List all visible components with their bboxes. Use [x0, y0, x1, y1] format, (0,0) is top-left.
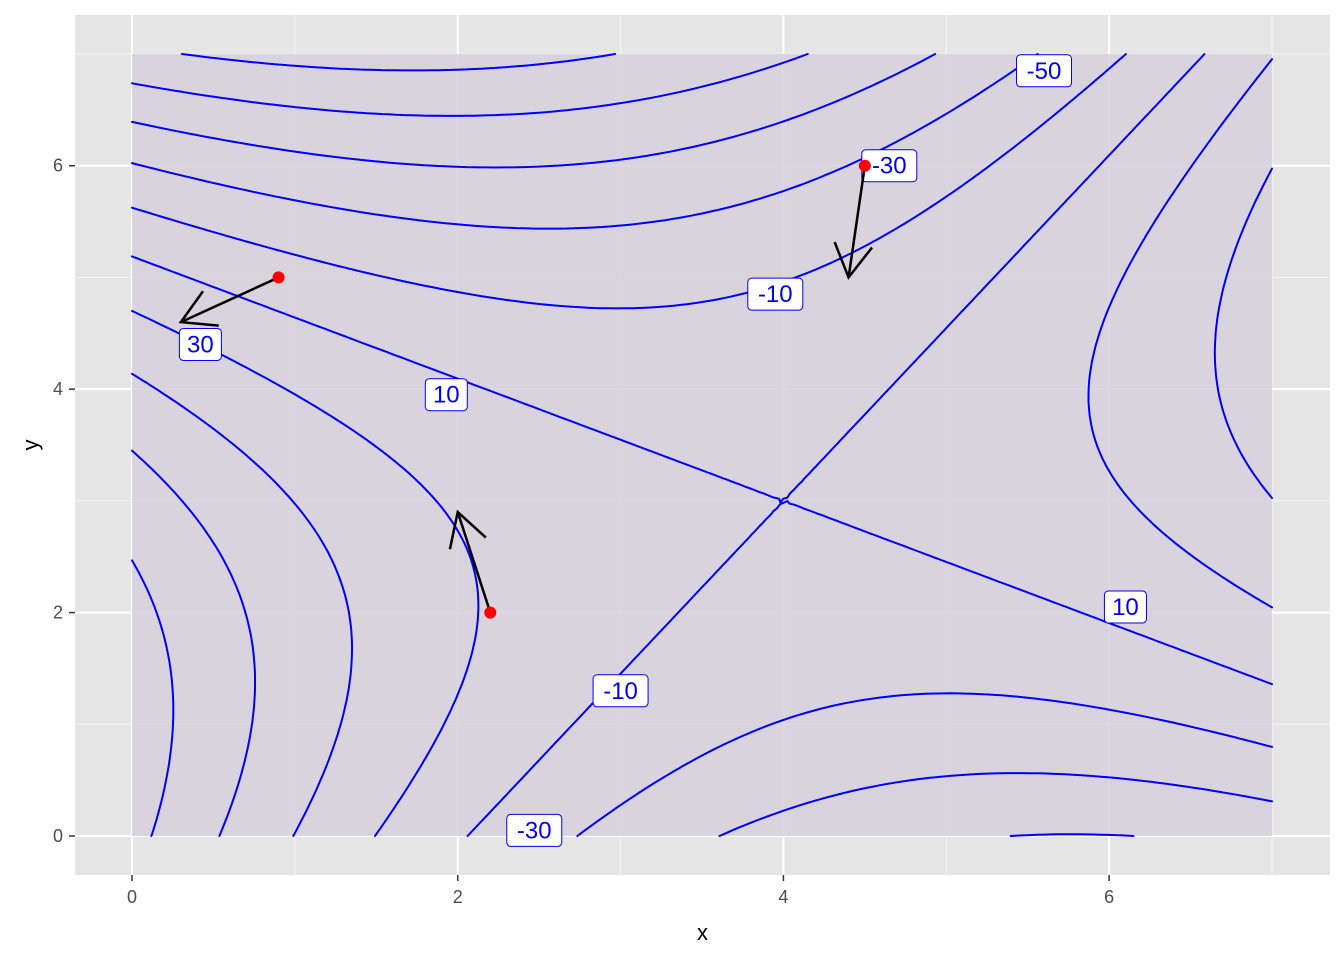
arrow-shaft — [456, 511, 492, 613]
data-point — [484, 606, 497, 619]
y-tick-label: 6 — [53, 156, 63, 176]
contour-label-box — [424, 378, 468, 412]
x-tick-label: 2 — [453, 887, 463, 907]
y-tick-label: 4 — [53, 379, 63, 399]
contour-label-text: 30 — [187, 331, 214, 358]
arrow-shaft — [847, 165, 867, 278]
y-axis-title: y — [18, 440, 43, 451]
contour-label: 10 — [1103, 590, 1147, 624]
contour-label: -30 — [506, 813, 563, 847]
arrow-head — [448, 509, 487, 550]
contour-label-text: 10 — [1112, 594, 1139, 621]
gradient-arrow — [448, 509, 492, 613]
x-axis-title: x — [697, 920, 708, 945]
contour-label: -50 — [1016, 54, 1072, 88]
contour-line — [131, 53, 1273, 837]
y-tick-label: 2 — [53, 603, 63, 623]
contour-label-text: -50 — [1027, 58, 1062, 85]
contour-label-box — [506, 813, 563, 847]
contour-label-box — [178, 327, 222, 361]
contour-label-text: -10 — [758, 281, 793, 308]
contour-lines — [131, 53, 1273, 837]
contour-labels: -50 -30 -10 30 10 10 -10 -30 — [178, 54, 1147, 847]
contour-label-box — [747, 277, 804, 311]
data-region — [132, 54, 1272, 836]
x-tick-label: 6 — [1104, 887, 1114, 907]
contour-line — [131, 58, 1273, 837]
contour-line — [131, 53, 1273, 837]
arrow-head — [833, 241, 873, 280]
contour-label-box — [592, 674, 649, 708]
contour-label-text: -30 — [872, 153, 907, 180]
gradient-arrow — [178, 276, 280, 327]
contour-label: -30 — [861, 149, 918, 183]
x-axis-ticks: 0 2 4 6 — [127, 875, 1114, 907]
data-points — [272, 159, 871, 619]
contour-line — [180, 53, 617, 72]
arrow-head — [178, 290, 219, 327]
contour-label: 30 — [178, 327, 222, 361]
contour-label-box — [1103, 590, 1147, 624]
data-point — [858, 159, 871, 172]
contour-label-text: -10 — [603, 678, 638, 705]
contour-line — [131, 559, 175, 837]
gradient-arrow — [833, 165, 873, 280]
data-point — [272, 271, 285, 284]
contour-line — [131, 449, 256, 837]
contour-label: -10 — [592, 674, 649, 708]
contour-label-text: 10 — [433, 382, 460, 409]
y-tick-label: 0 — [53, 826, 63, 846]
contour-line — [131, 53, 1135, 837]
gradient-arrows — [178, 165, 873, 613]
contour-label-text: -30 — [517, 817, 552, 844]
y-axis-ticks: 0 2 4 6 — [53, 156, 75, 846]
x-tick-label: 4 — [778, 887, 788, 907]
contour-label: 10 — [424, 378, 468, 412]
contour-line — [131, 53, 809, 117]
x-tick-label: 0 — [127, 887, 137, 907]
contour-label-box — [1016, 54, 1072, 88]
contour-line — [131, 53, 1273, 837]
contour-line — [131, 167, 1273, 837]
arrow-shaft — [180, 276, 280, 324]
contour-label: -10 — [747, 277, 804, 311]
